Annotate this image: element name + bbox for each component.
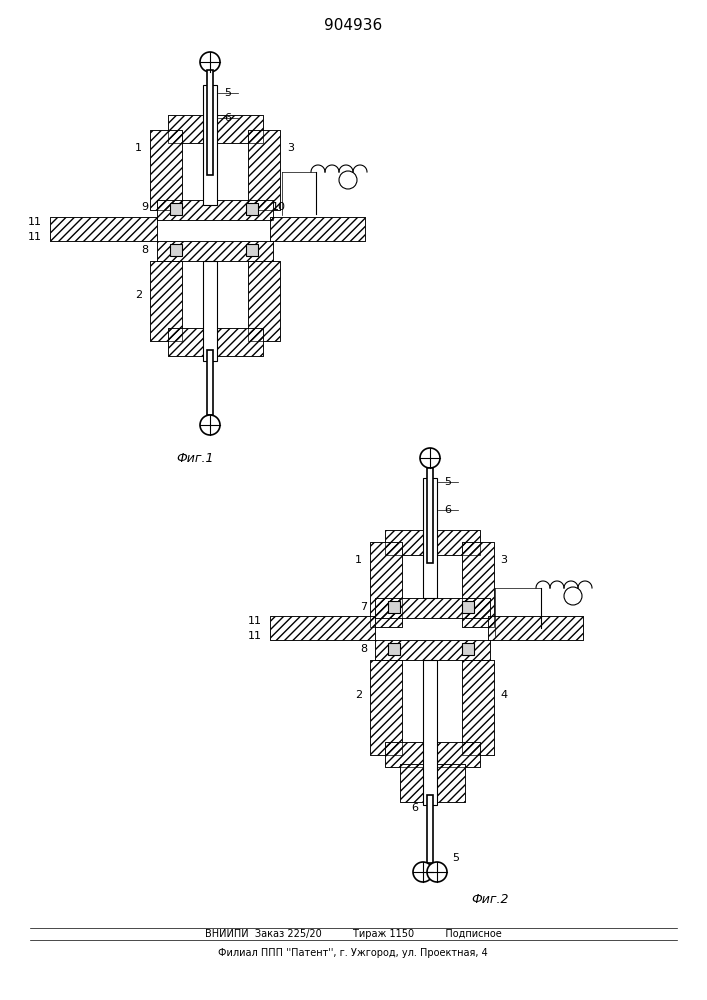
Circle shape <box>427 862 447 882</box>
Text: ВНИИПИ  Заказ 225/20          Тираж 1150          Подписное: ВНИИПИ Заказ 225/20 Тираж 1150 Подписное <box>204 929 501 939</box>
Bar <box>462 542 494 627</box>
Bar <box>427 795 433 863</box>
Bar <box>462 660 494 755</box>
Text: 1: 1 <box>135 143 142 153</box>
Text: 3: 3 <box>287 143 294 153</box>
Text: 11: 11 <box>28 217 42 227</box>
Bar <box>248 261 280 341</box>
Bar <box>168 115 263 143</box>
Text: 6: 6 <box>224 113 231 123</box>
Bar <box>462 601 474 613</box>
Bar <box>203 261 217 361</box>
Bar <box>388 643 400 655</box>
Bar <box>157 200 273 220</box>
Circle shape <box>564 587 582 605</box>
Text: 4: 4 <box>500 690 507 700</box>
Bar <box>157 241 273 261</box>
Bar <box>375 598 490 618</box>
Bar <box>423 478 437 598</box>
Bar <box>488 616 583 640</box>
Bar <box>203 85 217 205</box>
Bar <box>488 616 583 640</box>
Bar <box>168 328 263 356</box>
Bar <box>370 542 402 627</box>
Circle shape <box>413 862 433 882</box>
Text: 2: 2 <box>355 690 362 700</box>
Bar <box>423 660 437 805</box>
Bar <box>385 742 480 767</box>
Bar <box>462 643 474 655</box>
Bar <box>385 530 480 555</box>
Bar <box>270 616 375 640</box>
Bar <box>150 261 182 341</box>
Bar <box>150 130 182 210</box>
Bar <box>157 241 273 261</box>
Bar <box>427 468 433 563</box>
Text: 3: 3 <box>500 555 507 565</box>
Text: Фиг.2: Фиг.2 <box>472 893 509 906</box>
Bar <box>375 640 490 660</box>
Text: Фиг.1: Фиг.1 <box>176 452 214 465</box>
Bar <box>248 261 280 341</box>
Bar <box>462 542 494 627</box>
Bar <box>375 598 490 618</box>
Text: 10: 10 <box>272 202 286 212</box>
Bar <box>270 217 365 241</box>
Bar <box>246 244 258 256</box>
Bar <box>370 542 402 627</box>
Bar <box>385 530 480 555</box>
Bar <box>270 217 365 241</box>
Text: 6: 6 <box>444 505 451 515</box>
Text: 5: 5 <box>452 853 459 863</box>
Text: 5: 5 <box>224 88 231 98</box>
Circle shape <box>339 171 357 189</box>
Text: 8: 8 <box>141 245 148 255</box>
Bar <box>370 660 402 755</box>
Text: 6: 6 <box>411 803 418 813</box>
Bar <box>50 217 157 241</box>
Bar <box>168 115 263 143</box>
Circle shape <box>200 52 220 72</box>
Bar <box>400 764 465 802</box>
Text: 1: 1 <box>355 555 362 565</box>
Bar <box>385 742 480 767</box>
Bar <box>207 350 213 415</box>
Circle shape <box>200 415 220 435</box>
Text: Филиал ППП ''Патент'', г. Ужгород, ул. Проектная, 4: Филиал ППП ''Патент'', г. Ужгород, ул. П… <box>218 948 488 958</box>
Text: 8: 8 <box>360 644 367 654</box>
Bar <box>207 70 213 175</box>
Text: 904936: 904936 <box>324 17 382 32</box>
Bar <box>168 328 263 356</box>
Bar <box>170 244 182 256</box>
Text: 7: 7 <box>360 602 367 612</box>
Bar <box>248 130 280 210</box>
Bar <box>375 640 490 660</box>
Bar <box>462 660 494 755</box>
Bar <box>388 601 400 613</box>
Bar <box>370 660 402 755</box>
Circle shape <box>420 448 440 468</box>
Text: 2: 2 <box>135 290 142 300</box>
Bar <box>50 217 157 241</box>
Bar <box>150 130 182 210</box>
Text: 9: 9 <box>141 202 148 212</box>
Bar <box>157 200 273 220</box>
Text: 11: 11 <box>248 616 262 626</box>
Bar <box>400 764 465 802</box>
Text: 5: 5 <box>444 477 451 487</box>
Bar <box>246 203 258 215</box>
Bar <box>248 130 280 210</box>
Text: 11: 11 <box>28 232 42 242</box>
Text: 11: 11 <box>248 631 262 641</box>
Bar <box>170 203 182 215</box>
Bar <box>150 261 182 341</box>
Bar <box>270 616 375 640</box>
